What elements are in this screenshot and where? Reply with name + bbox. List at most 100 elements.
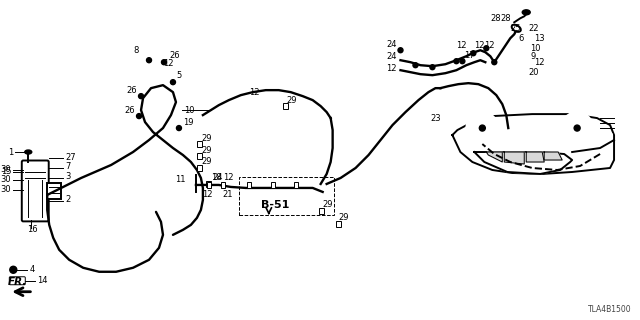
Text: 21: 21 xyxy=(223,190,234,199)
Polygon shape xyxy=(526,152,544,162)
Text: 23: 23 xyxy=(431,114,441,123)
Polygon shape xyxy=(486,152,502,162)
Text: 10: 10 xyxy=(530,44,541,53)
Bar xyxy=(335,221,340,227)
Circle shape xyxy=(454,59,459,64)
Circle shape xyxy=(177,125,182,131)
Text: 29: 29 xyxy=(339,213,349,222)
Polygon shape xyxy=(474,152,572,174)
FancyBboxPatch shape xyxy=(22,161,49,221)
Text: 17: 17 xyxy=(465,51,475,60)
Circle shape xyxy=(474,119,492,137)
Circle shape xyxy=(10,266,17,273)
Bar xyxy=(197,165,202,171)
Polygon shape xyxy=(504,152,524,164)
FancyBboxPatch shape xyxy=(10,277,25,285)
Bar xyxy=(294,182,298,188)
Text: 12: 12 xyxy=(456,41,467,50)
Circle shape xyxy=(413,63,418,68)
Text: 22: 22 xyxy=(528,24,539,33)
Bar xyxy=(197,141,202,147)
Text: 26: 26 xyxy=(124,106,135,115)
Text: 12: 12 xyxy=(484,41,495,50)
Circle shape xyxy=(147,58,152,63)
Text: 30: 30 xyxy=(1,175,12,184)
Text: TLA4B1500: TLA4B1500 xyxy=(588,305,632,314)
Text: 29: 29 xyxy=(201,146,211,155)
Polygon shape xyxy=(544,152,562,160)
Circle shape xyxy=(138,94,143,99)
Text: 30: 30 xyxy=(1,185,12,195)
Bar xyxy=(247,182,251,188)
Bar xyxy=(207,182,211,188)
Polygon shape xyxy=(452,114,614,174)
Bar xyxy=(239,177,333,215)
Text: 8: 8 xyxy=(133,46,138,55)
Bar xyxy=(47,183,61,199)
Text: 27: 27 xyxy=(65,153,76,162)
Text: 29: 29 xyxy=(323,200,333,209)
Text: 11: 11 xyxy=(175,175,186,184)
Text: 26: 26 xyxy=(169,51,180,60)
Text: 1: 1 xyxy=(8,148,13,156)
Text: 24: 24 xyxy=(386,52,397,61)
Text: FR.: FR. xyxy=(8,277,27,287)
Text: 10: 10 xyxy=(184,106,195,115)
Text: 25: 25 xyxy=(510,24,521,33)
Text: 30: 30 xyxy=(1,165,12,174)
Ellipse shape xyxy=(522,10,530,15)
Circle shape xyxy=(170,80,175,85)
Ellipse shape xyxy=(25,150,32,154)
Text: 28: 28 xyxy=(490,14,501,23)
Circle shape xyxy=(467,112,499,144)
Text: 5: 5 xyxy=(176,71,181,80)
Bar xyxy=(271,182,275,188)
Text: 12: 12 xyxy=(386,64,397,73)
Circle shape xyxy=(561,112,593,144)
Text: 12: 12 xyxy=(223,173,234,182)
Text: 29: 29 xyxy=(201,133,211,142)
Circle shape xyxy=(574,125,580,131)
Text: 12: 12 xyxy=(534,58,545,67)
Bar xyxy=(283,103,288,109)
Text: 20: 20 xyxy=(528,68,539,77)
Text: 2: 2 xyxy=(65,196,70,204)
Text: 16: 16 xyxy=(28,225,38,234)
Text: 24: 24 xyxy=(213,173,223,182)
Text: 18: 18 xyxy=(211,173,221,182)
Text: 12: 12 xyxy=(474,41,485,50)
Text: 14: 14 xyxy=(37,276,48,285)
Text: 28: 28 xyxy=(500,14,511,23)
Text: 12: 12 xyxy=(249,88,259,97)
Text: B-51: B-51 xyxy=(260,200,289,210)
Text: 7: 7 xyxy=(65,163,70,172)
Text: 26: 26 xyxy=(127,86,137,95)
Text: 13: 13 xyxy=(534,34,545,43)
Bar xyxy=(197,153,202,159)
Ellipse shape xyxy=(602,132,612,138)
Text: 12: 12 xyxy=(202,190,213,199)
Text: 9: 9 xyxy=(530,52,536,61)
Bar xyxy=(221,182,225,188)
Circle shape xyxy=(479,125,485,131)
Circle shape xyxy=(460,59,465,64)
Text: 29: 29 xyxy=(201,157,211,166)
Circle shape xyxy=(398,48,403,53)
Circle shape xyxy=(136,114,141,119)
Bar xyxy=(319,208,324,214)
Circle shape xyxy=(492,60,497,65)
Text: 24: 24 xyxy=(386,40,397,49)
Text: 19: 19 xyxy=(183,117,193,127)
Bar xyxy=(206,181,211,187)
Text: 6: 6 xyxy=(518,34,524,43)
Circle shape xyxy=(568,119,586,137)
Circle shape xyxy=(430,65,435,70)
Text: 3: 3 xyxy=(65,172,70,181)
Text: 12: 12 xyxy=(163,59,173,68)
Circle shape xyxy=(484,46,489,51)
Text: 15: 15 xyxy=(1,167,12,176)
Circle shape xyxy=(161,60,166,65)
Text: 29: 29 xyxy=(287,96,297,105)
Text: 4: 4 xyxy=(29,265,35,274)
Ellipse shape xyxy=(512,25,521,32)
